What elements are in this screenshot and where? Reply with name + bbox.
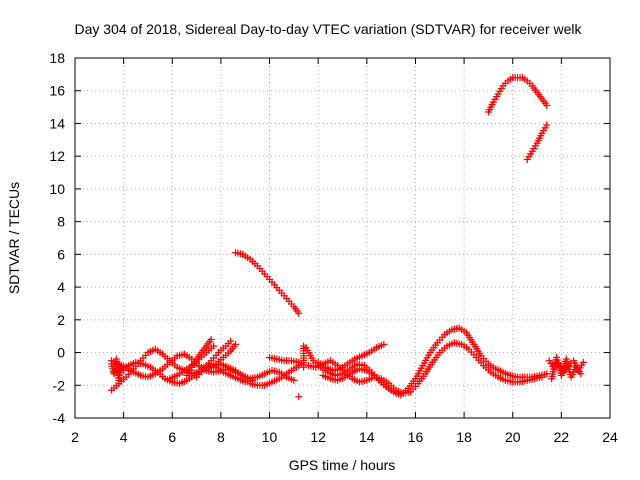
series-arc-cluster-0 xyxy=(107,355,128,384)
x-tick-label: 20 xyxy=(505,429,521,445)
y-tick-label: 16 xyxy=(49,83,65,99)
y-tick-label: 10 xyxy=(49,181,65,197)
x-tick-label: 12 xyxy=(310,429,326,445)
data-point xyxy=(543,370,551,378)
series-arc-mid-4 xyxy=(319,365,400,397)
y-tick-label: 12 xyxy=(49,148,65,164)
y-axis-ticks: -4 -2 0 2 4 6 8 10 12 14 16 18 xyxy=(49,50,610,426)
data-point xyxy=(290,376,298,384)
series-arc-mid-1 xyxy=(302,324,551,399)
data-point xyxy=(249,376,257,384)
x-tick-label: 18 xyxy=(456,429,472,445)
x-tick-label: 2 xyxy=(71,429,79,445)
y-tick-label: 4 xyxy=(57,279,65,295)
x-tick-label: 14 xyxy=(359,429,375,445)
data-point xyxy=(543,101,551,109)
data-point xyxy=(392,389,400,397)
data-point xyxy=(227,337,235,345)
series-arc-high-top xyxy=(484,74,551,116)
series-arc-rise-b xyxy=(193,337,235,381)
x-tick-label: 4 xyxy=(120,429,128,445)
series-arc-low-3 xyxy=(110,358,257,388)
data-point xyxy=(380,340,388,348)
series-arc-tick-11 xyxy=(300,342,308,371)
data-point xyxy=(538,373,546,381)
data-points xyxy=(107,74,587,401)
series-arc-mid-2 xyxy=(304,339,546,397)
series-arc-outlier xyxy=(295,393,303,401)
data-point xyxy=(210,342,218,350)
chart-title: Day 304 of 2018, Sidereal Day-to-day VTE… xyxy=(74,21,582,37)
y-tick-label: 14 xyxy=(49,115,65,131)
y-tick-label: 6 xyxy=(57,246,65,262)
data-point xyxy=(295,309,303,317)
y-tick-label: 18 xyxy=(49,50,65,66)
y-tick-label: 8 xyxy=(57,214,65,230)
x-axis-ticks: 2 4 6 8 10 12 14 16 18 20 22 24 xyxy=(71,58,618,445)
series-arc-high-mid xyxy=(232,249,303,317)
data-point xyxy=(579,358,587,366)
y-tick-label: -2 xyxy=(53,377,66,393)
y-axis-label: SDTVAR / TECUs xyxy=(6,182,22,294)
data-point xyxy=(543,121,551,129)
x-tick-label: 8 xyxy=(217,429,225,445)
y-tick-label: 2 xyxy=(57,312,65,328)
x-tick-label: 6 xyxy=(168,429,176,445)
series-arc-high-second xyxy=(523,121,551,163)
plot-frame xyxy=(74,57,611,419)
series-arc-end-cluster-2 xyxy=(548,353,585,383)
x-tick-label: 16 xyxy=(408,429,424,445)
data-point xyxy=(577,370,585,378)
y-tick-label: -4 xyxy=(53,410,66,426)
x-tick-label: 24 xyxy=(602,429,618,445)
y-tick-label: 0 xyxy=(57,345,65,361)
series-arc-mid-short xyxy=(266,353,303,366)
data-point xyxy=(120,367,128,375)
data-point xyxy=(232,340,239,348)
series-arc-rise-c xyxy=(166,342,218,383)
data-point xyxy=(295,393,303,401)
x-tick-label: 22 xyxy=(554,429,570,445)
x-axis-label: GPS time / hours xyxy=(289,457,396,473)
data-point xyxy=(300,363,308,371)
data-point xyxy=(207,335,215,343)
series-arc-rise-d xyxy=(205,340,239,373)
series-arc-mid-3 xyxy=(314,340,388,375)
grid xyxy=(75,58,610,418)
x-tick-label: 10 xyxy=(262,429,278,445)
